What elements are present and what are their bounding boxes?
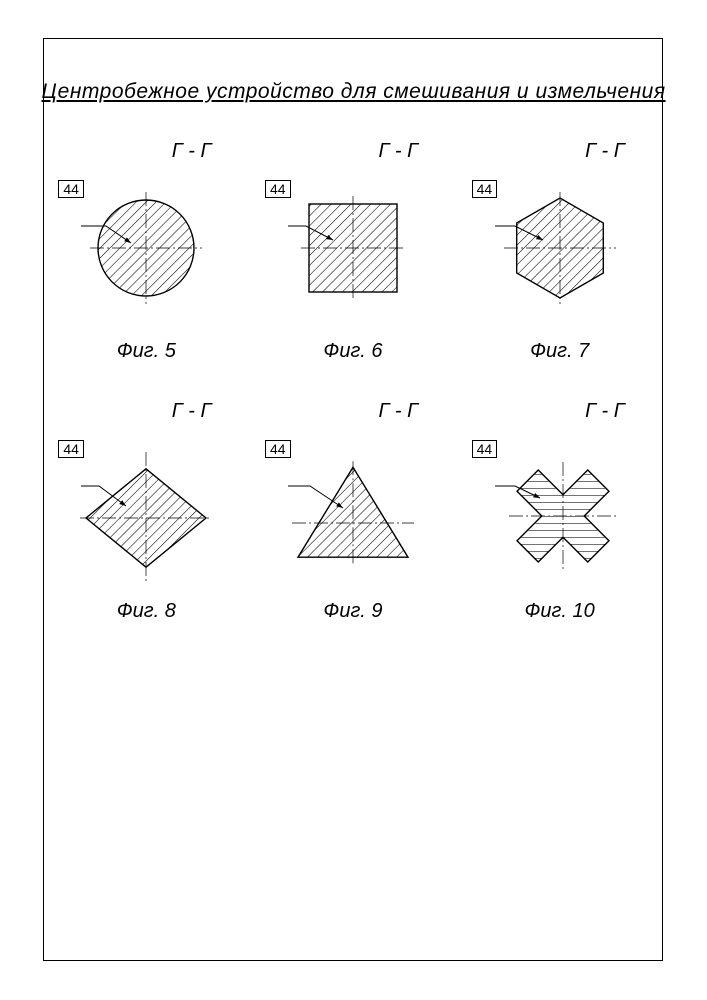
figure-caption: Фиг. 6	[258, 340, 448, 363]
page: Центробежное устройство для смешивания и…	[0, 0, 707, 1000]
figure-caption: Фиг. 8	[51, 600, 241, 623]
reference-number: 44	[472, 180, 498, 198]
section-label: Г - Г	[51, 140, 241, 163]
section-label: Г - Г	[465, 400, 655, 423]
page-title: Центробежное устройство для смешивания и…	[0, 80, 707, 104]
reference-number: 44	[472, 440, 498, 458]
section-label: Г - Г	[465, 140, 655, 163]
reference-number: 44	[265, 440, 291, 458]
figure-caption: Фиг. 7	[465, 340, 655, 363]
reference-number: 44	[58, 180, 84, 198]
figure-caption: Фиг. 5	[51, 340, 241, 363]
figure-caption: Фиг. 9	[258, 600, 448, 623]
figure-caption: Фиг. 10	[465, 600, 655, 623]
section-label: Г - Г	[51, 400, 241, 423]
section-label: Г - Г	[258, 140, 448, 163]
section-label: Г - Г	[258, 400, 448, 423]
reference-number: 44	[265, 180, 291, 198]
reference-number: 44	[58, 440, 84, 458]
